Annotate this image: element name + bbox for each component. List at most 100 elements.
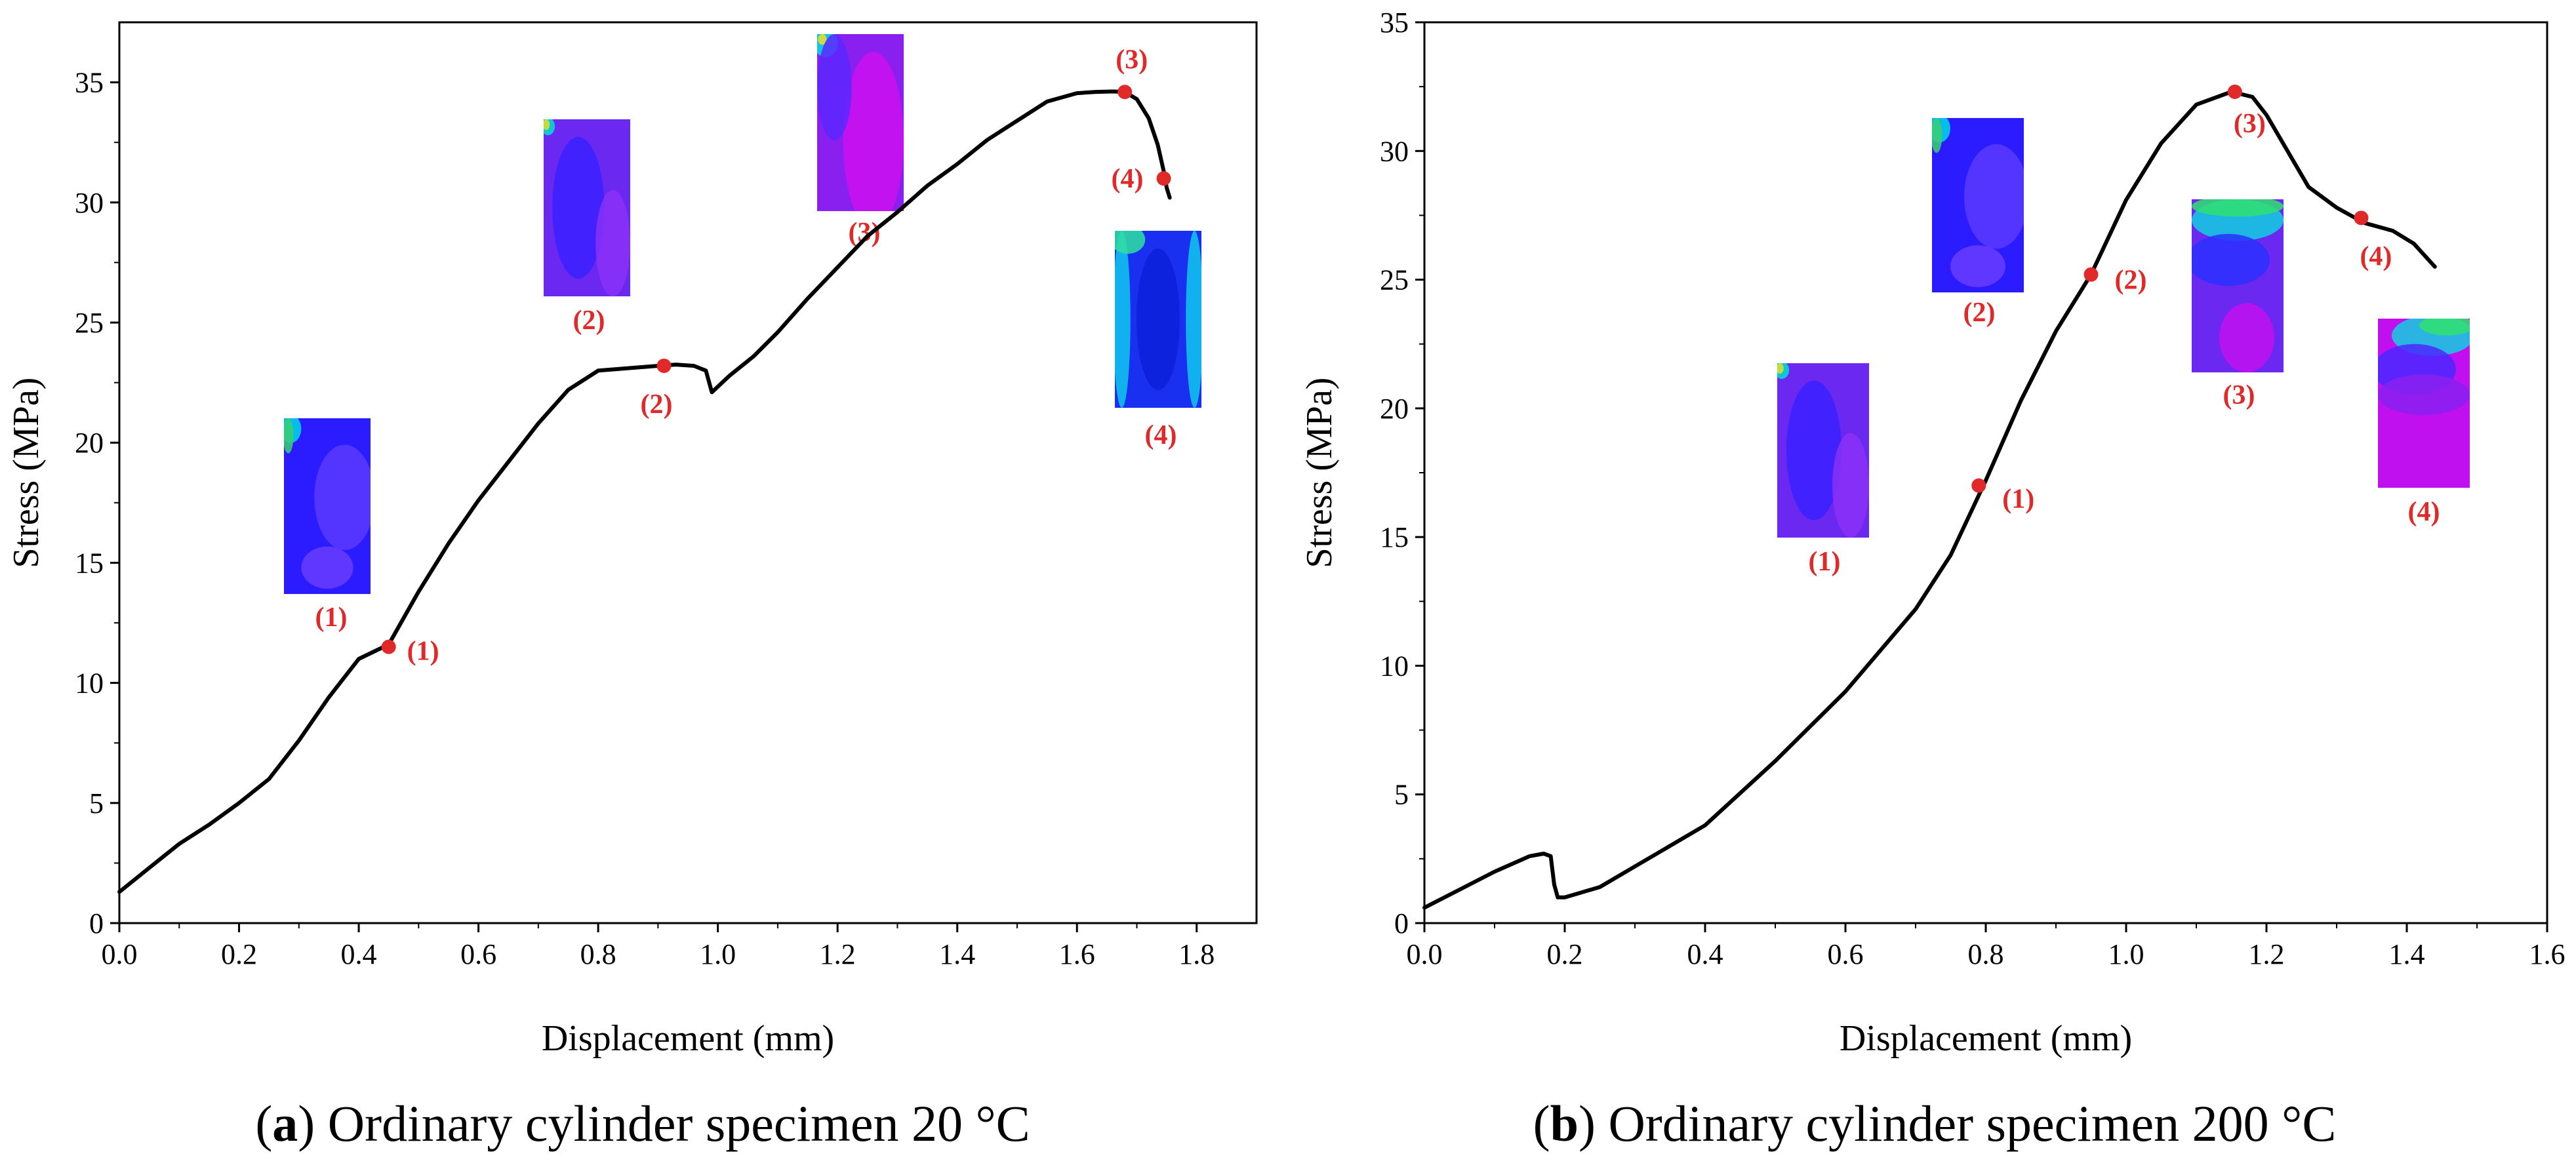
x-tick-label: 1.6 bbox=[2529, 938, 2566, 970]
map-label: (4) bbox=[1145, 420, 1177, 450]
y-tick-label: 35 bbox=[75, 67, 104, 99]
map-patch bbox=[1115, 231, 1201, 408]
map-label: (3) bbox=[849, 218, 881, 248]
map-contour bbox=[1115, 231, 1131, 408]
y-tick-label: 15 bbox=[1380, 521, 1409, 553]
map-contour bbox=[595, 190, 630, 296]
map-contour bbox=[1832, 433, 1869, 538]
data-point-4 bbox=[2354, 210, 2369, 226]
map-patch bbox=[544, 119, 630, 296]
y-tick-label: 20 bbox=[1380, 393, 1409, 425]
map-contour bbox=[2192, 233, 2270, 286]
data-point-label: (2) bbox=[640, 389, 672, 420]
stress-map-3: (3) bbox=[2192, 199, 2284, 410]
map-contour bbox=[1950, 245, 2005, 288]
stress-map-4: (4) bbox=[2378, 319, 2470, 527]
stress-map-3: (3) bbox=[817, 34, 904, 248]
data-point-2 bbox=[656, 358, 672, 373]
x-tick-label: 1.2 bbox=[2249, 938, 2285, 970]
map-patch bbox=[284, 418, 371, 594]
x-axis-label: Displacement (mm) bbox=[1840, 1018, 2132, 1059]
map-contour bbox=[1137, 248, 1180, 390]
x-tick-label: 0.8 bbox=[580, 938, 616, 970]
y-tick-label: 0 bbox=[1394, 907, 1409, 940]
x-tick-label: 0.6 bbox=[1828, 938, 1864, 970]
caption-text: Ordinary cylinder specimen 20 °C bbox=[328, 1095, 1030, 1152]
series-line-stress-displacement bbox=[117, 89, 1172, 894]
map-contour bbox=[1786, 380, 1841, 521]
map-contour bbox=[314, 445, 371, 550]
y-tick-label: 5 bbox=[1394, 779, 1409, 811]
x-tick-label: 1.4 bbox=[939, 938, 975, 970]
data-point-1 bbox=[1971, 478, 1986, 493]
map-label: (2) bbox=[1963, 298, 1996, 328]
x-tick-label: 1.0 bbox=[700, 938, 736, 970]
map-patch bbox=[817, 34, 904, 211]
x-tick-label: 1.2 bbox=[820, 938, 856, 970]
data-point-1 bbox=[381, 639, 396, 654]
caption-text: Ordinary cylinder specimen 200 °C bbox=[1608, 1095, 2336, 1152]
map-contour bbox=[544, 119, 550, 130]
map-patch bbox=[1777, 363, 1869, 538]
chart-b: 0.0 0.2 0.4 0.6 0.8 1.0 1.2 1.4 1.6 0 5 10 15 20 25 30 3… bbox=[1299, 7, 2566, 1152]
caption: (a) Ordinary cylinder specimen 20 °C bbox=[255, 1095, 1030, 1152]
data-point-label: (1) bbox=[2002, 485, 2034, 515]
x-axis-label: Displacement (mm) bbox=[542, 1018, 834, 1059]
y-axis-label: Stress (MPa) bbox=[1299, 378, 1340, 568]
data-point-label: (2) bbox=[2115, 266, 2147, 296]
map-contour bbox=[284, 418, 294, 454]
data-point-3 bbox=[2227, 84, 2242, 99]
data-point-2 bbox=[2083, 267, 2099, 282]
map-contour bbox=[1115, 231, 1146, 254]
map-patch bbox=[2378, 319, 2470, 488]
y-tick-label: 35 bbox=[1380, 7, 1409, 39]
stress-map-1: (1) bbox=[284, 418, 371, 633]
caption: (b) Ordinary cylinder specimen 200 °C bbox=[1533, 1095, 2337, 1152]
y-tick-label: 20 bbox=[75, 427, 104, 459]
caption-letter: b bbox=[1550, 1095, 1579, 1152]
map-contour bbox=[843, 52, 904, 211]
x-tick-label: 0.0 bbox=[102, 938, 138, 970]
map-contour bbox=[1932, 118, 1942, 153]
plot-frame bbox=[118, 21, 1258, 924]
map-contour bbox=[1186, 231, 1201, 408]
map-contour bbox=[2192, 199, 2284, 217]
map-patch bbox=[2192, 199, 2284, 372]
y-tick-label: 25 bbox=[75, 307, 104, 339]
map-label: (4) bbox=[2408, 497, 2440, 527]
caption-letter: a bbox=[272, 1095, 298, 1152]
x-tick-label: 1.8 bbox=[1178, 938, 1215, 970]
x-tick-label: 0.4 bbox=[341, 938, 377, 970]
map-contour bbox=[2378, 374, 2470, 416]
data-point-label: (3) bbox=[1116, 45, 1148, 75]
stress-map-2: (2) bbox=[544, 119, 630, 336]
x-tick-label: 0.8 bbox=[1968, 938, 2004, 970]
map-label: (2) bbox=[573, 306, 605, 336]
data-point-label: (3) bbox=[2234, 109, 2266, 139]
y-tick-label: 15 bbox=[75, 547, 104, 579]
data-point-label: (4) bbox=[2360, 241, 2392, 271]
map-patch bbox=[1932, 118, 2024, 292]
y-tick-label: 5 bbox=[89, 787, 104, 820]
stress-map-2: (2) bbox=[1932, 118, 2024, 328]
map-label: (1) bbox=[1809, 547, 1841, 577]
series-line-stress-displacement bbox=[1422, 90, 2437, 910]
y-tick-label: 30 bbox=[1380, 135, 1409, 167]
y-tick-label: 0 bbox=[89, 907, 104, 940]
caption-close: ) bbox=[1579, 1095, 1608, 1152]
data-point-label: (4) bbox=[1112, 164, 1144, 194]
y-tick-label: 30 bbox=[75, 187, 104, 219]
y-tick-label: 10 bbox=[1380, 650, 1409, 682]
x-tick-label: 0.0 bbox=[1407, 938, 1443, 970]
map-contour bbox=[818, 34, 827, 45]
y-tick-label: 25 bbox=[1380, 264, 1409, 296]
x-tick-label: 0.2 bbox=[221, 938, 257, 970]
caption-open: ( bbox=[1533, 1095, 1550, 1152]
x-tick-label: 1.6 bbox=[1059, 938, 1095, 970]
x-tick-label: 1.4 bbox=[2389, 938, 2425, 970]
caption-close: ) bbox=[298, 1095, 327, 1152]
y-tick-label: 10 bbox=[75, 667, 104, 700]
map-contour bbox=[2419, 319, 2470, 336]
map-contour bbox=[817, 34, 852, 140]
